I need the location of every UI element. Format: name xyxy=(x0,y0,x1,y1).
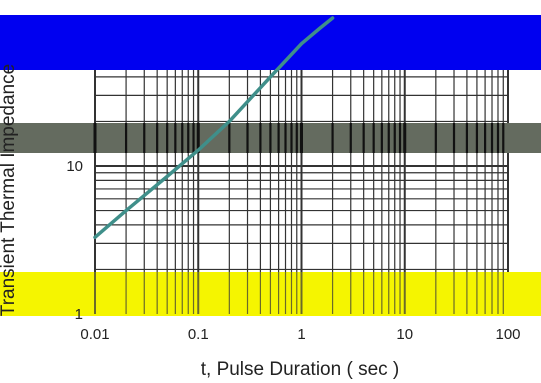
x-tick-label: 0.1 xyxy=(188,326,209,343)
x-tick-label: 1 xyxy=(297,326,305,343)
series-line xyxy=(93,16,335,240)
top-color-band xyxy=(0,15,541,70)
y-tick-label: 10 xyxy=(66,158,83,175)
x-tick-label: 0.01 xyxy=(80,326,109,343)
y-axis-label: Transient Thermal Impedance xyxy=(0,64,19,316)
series-layer xyxy=(93,16,335,240)
x-tick-label: 100 xyxy=(495,326,520,343)
tick-labels: 0.01 0.1 1 10 100 10 1 xyxy=(66,158,520,343)
y-tick-label: 1 xyxy=(75,306,83,323)
overlay-grid xyxy=(93,123,505,314)
x-axis-label: t, Pulse Duration ( sec ) xyxy=(201,359,400,380)
x-tick-label: 10 xyxy=(396,326,413,343)
